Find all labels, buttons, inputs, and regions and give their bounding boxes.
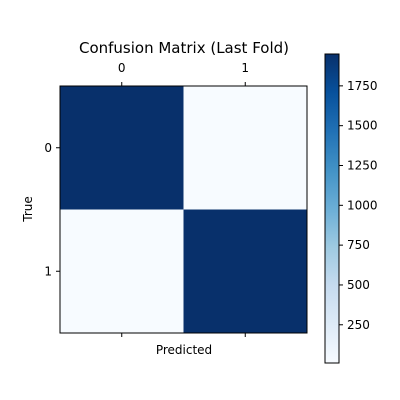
colorbar — [324, 53, 340, 364]
y-ticks: 01 — [44, 141, 60, 278]
x-tick-label: 0 — [118, 61, 126, 75]
heatmap-cell-r0-c0 — [60, 86, 184, 210]
colorbar-tick-label: 500 — [347, 278, 370, 292]
colorbar-tick-label: 1500 — [347, 119, 378, 133]
colorbar-ticks: 250 500 750 1000 1250 1500 1750 — [339, 79, 378, 332]
heatmap-cells — [60, 86, 307, 333]
colorbar-tick-label: 250 — [347, 318, 370, 332]
x-ticks-bottom — [121, 333, 246, 337]
colorbar-tick-label: 750 — [347, 238, 370, 252]
heatmap-cell-r0-c1 — [183, 86, 307, 210]
heatmap-cell-r1-c1 — [183, 209, 307, 333]
colorbar-tick-label: 1750 — [347, 79, 378, 93]
chart-title: Confusion Matrix (Last Fold) — [79, 39, 289, 57]
colorbar-tick-label: 1250 — [347, 158, 378, 172]
y-tick-label: 0 — [44, 141, 52, 155]
plot-frame — [59, 85, 308, 334]
x-tick-label: 1 — [241, 61, 249, 75]
x-axis-label: Predicted — [156, 343, 212, 357]
colorbar-tick-label: 1000 — [347, 198, 378, 212]
y-tick-label: 1 — [44, 264, 52, 278]
heatmap-cell-r1-c0 — [60, 209, 184, 333]
y-axis-label: True — [21, 196, 35, 223]
